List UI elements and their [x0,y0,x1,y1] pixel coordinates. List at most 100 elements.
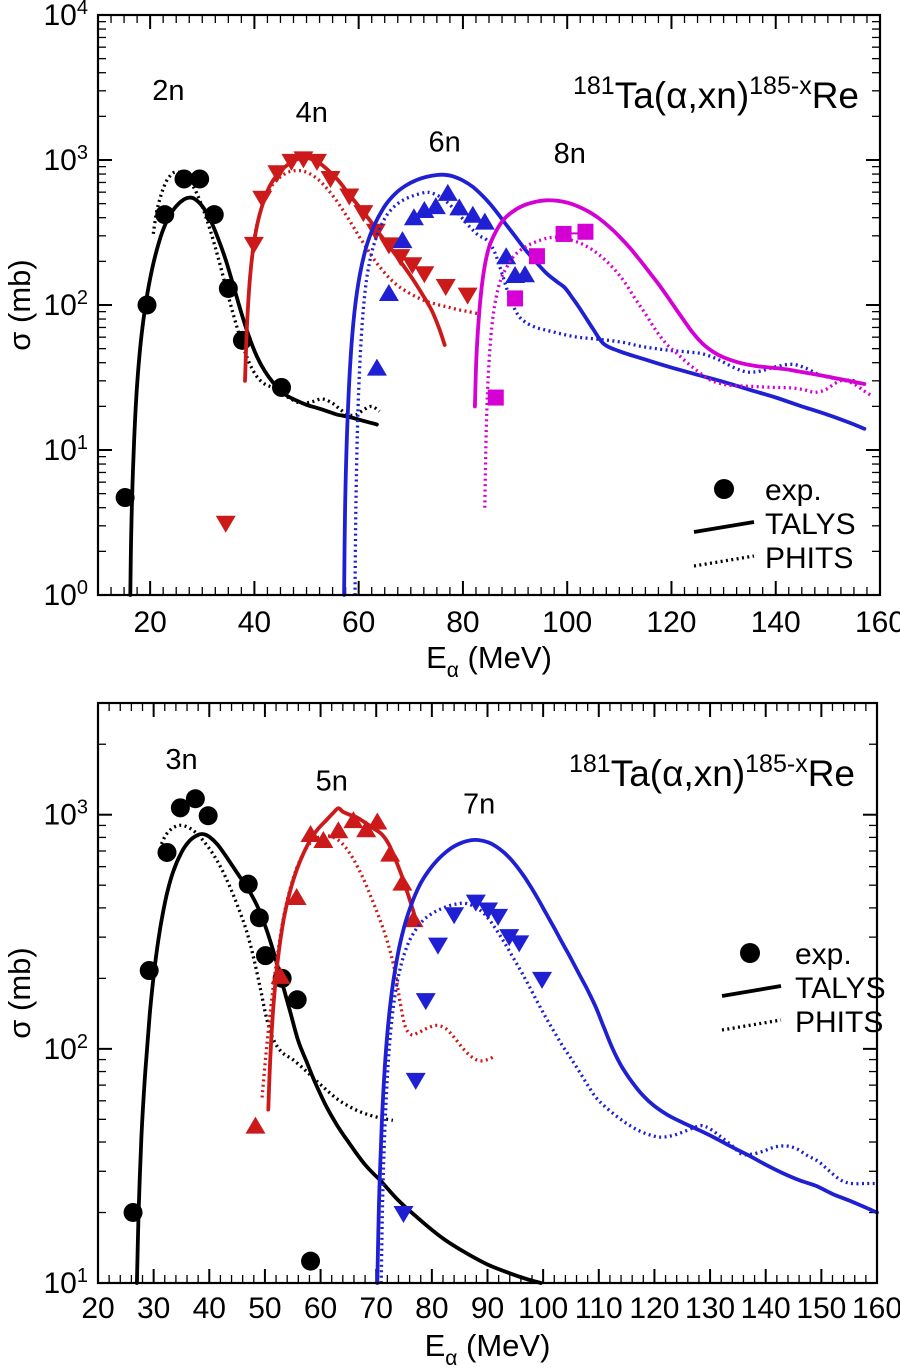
exp-point-6n [366,358,387,376]
x-axis-tick-label: 140 [751,606,801,639]
exp-point-3n [198,806,218,826]
x-axis-tick-label: 80 [446,606,479,639]
exp-point-8n [507,290,524,307]
x-axis-tick-label: 160 [852,1292,900,1325]
exp-point-7n [532,971,553,989]
y-axis-label: σ (mb) [2,947,37,1038]
exp-point-5n [343,811,364,829]
legend-exp-marker [714,479,734,499]
figure-title: 181Ta(α,xn)185-xRe [573,72,859,116]
exp-point-7n [478,902,499,920]
exp-point-3n [249,908,269,928]
x-axis-tick-label: 60 [304,1292,337,1325]
y-axis-tick-label: 102 [44,287,89,322]
exp-point-4n [402,257,423,275]
exp-point-6n [474,212,495,230]
exp-point-8n [487,389,504,406]
exp-point-4n [252,190,273,208]
x-axis-tick-label: 20 [133,606,166,639]
channel-label-5n: 5n [316,765,348,797]
panel-background [0,0,900,685]
exp-point-5n [328,821,349,839]
phits-curve-3n [159,823,394,1123]
exp-point-8n [555,225,572,242]
legend-talys-line [693,520,755,534]
exp-point-4n [457,287,478,305]
exp-point-2n [190,169,210,189]
exp-point-4n [414,266,435,284]
x-axis-tick-label: 100 [518,1292,568,1325]
x-axis-tick-label: 90 [471,1292,504,1325]
exp-point-3n [157,842,177,862]
y-axis-tick-label: 101 [44,1265,89,1300]
exp-point-5n [300,825,321,843]
channel-label-2n: 2n [152,75,184,107]
x-axis-tick-label: 150 [796,1292,846,1325]
exp-point-5n [403,910,424,928]
exp-point-4n [353,205,374,223]
x-axis-tick-label: 140 [741,1292,791,1325]
channel-7n: 7n [375,789,879,1285]
exp-point-7n [465,894,486,912]
exp-point-4n [267,165,288,183]
exp-point-6n [437,183,458,201]
channel-8n: 8n [473,138,874,508]
y-axis-tick-label: 100 [44,577,89,612]
legend-label-talys: TALYS [765,508,856,541]
exp-point-4n [243,236,264,254]
exp-point-3n [139,961,159,981]
exp-point-8n [577,223,594,240]
channel-6n: 6n [342,127,867,597]
talys-curve-6n [342,172,867,597]
exp-point-6n [392,231,413,249]
exp-point-4n [365,223,386,241]
legend-label-phits: PHITS [795,1006,883,1039]
exp-point-4n [306,153,327,171]
exp-point-4n [215,515,236,533]
legend-label-exp: exp. [795,938,852,971]
legend-phits-line [721,1018,782,1032]
exp-point-7n [405,1072,426,1090]
y-axis-tick-label: 102 [44,1031,89,1066]
exp-point-6n [496,247,517,265]
y-axis-tick-label: 104 [44,0,89,32]
x-axis-tick-label: 60 [342,606,375,639]
legend-talys-line [721,984,782,998]
exp-point-3n [185,789,205,809]
exp-point-7n [499,929,520,947]
legend-label-talys: TALYS [795,972,886,1005]
exp-point-7n [444,907,465,925]
exp-point-7n [415,993,436,1011]
channel-label-3n: 3n [165,744,197,776]
exp-point-4n [320,170,341,188]
x-axis-tick-label: 120 [629,1292,679,1325]
channel-5n: 5n [245,765,496,1134]
x-axis-tick-label: 100 [542,606,592,639]
plot-frame [96,13,882,597]
exp-point-4n [435,279,456,297]
exp-point-7n [509,935,530,953]
legend-label-exp: exp. [765,474,822,507]
x-axis-tick-label: 30 [137,1292,170,1325]
exp-point-4n [378,237,399,255]
phits-curve-4n [250,168,479,316]
x-axis-tick-label: 40 [193,1292,226,1325]
y-axis-label: σ (mb) [2,259,37,350]
y-axis-tick-label: 103 [44,142,89,177]
channel-3n: 3n [123,744,543,1285]
legend-exp-marker [740,943,760,963]
x-axis-label: Eα (MeV) [426,640,552,682]
channel-label-8n: 8n [554,138,586,170]
exp-point-7n [427,937,448,955]
x-axis-tick-label: 120 [646,606,696,639]
legend-label-phits: PHITS [765,542,853,575]
exp-point-5n [245,1116,266,1134]
channel-label-4n: 4n [296,97,328,129]
exp-point-4n [281,153,302,171]
exp-point-6n [403,208,424,226]
exp-point-2n [272,377,292,397]
top-panel-chart: 20 40 60 80 100 120 140 160 100 101 102 103 104 2n 4n 6… [0,0,900,685]
x-axis-tick-label: 110 [575,1292,623,1325]
